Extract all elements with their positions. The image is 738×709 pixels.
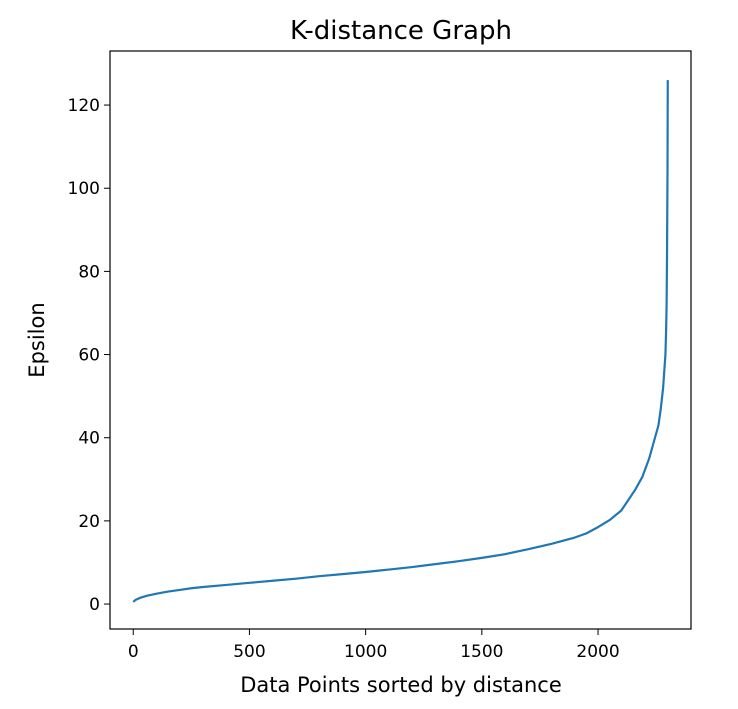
chart-title: K-distance Graph [290, 16, 512, 46]
x-axis-label: Data Points sorted by distance [240, 673, 562, 697]
plot-frame [109, 50, 692, 630]
y-tick-label: 80 [78, 262, 100, 282]
x-tick-label: 1000 [344, 642, 387, 662]
y-tick-label: 120 [68, 96, 100, 116]
x-tick-label: 500 [233, 642, 265, 662]
k-distance-line [132, 80, 669, 603]
x-tick-label: 1500 [460, 642, 503, 662]
y-axis-ticks: 0 20 40 60 80 100 120 [68, 96, 110, 615]
y-tick-label: 0 [89, 595, 100, 615]
x-axis-ticks: 0 500 1000 1500 2000 [128, 629, 620, 662]
y-tick-label: 60 [78, 346, 100, 366]
y-tick-label: 20 [78, 512, 100, 532]
x-tick-label: 0 [128, 642, 139, 662]
y-tick-label: 40 [78, 429, 100, 449]
x-tick-label: 2000 [576, 642, 619, 662]
y-axis-label: Epsilon [25, 302, 49, 377]
y-tick-label: 100 [68, 179, 100, 199]
series-layer [132, 80, 669, 603]
